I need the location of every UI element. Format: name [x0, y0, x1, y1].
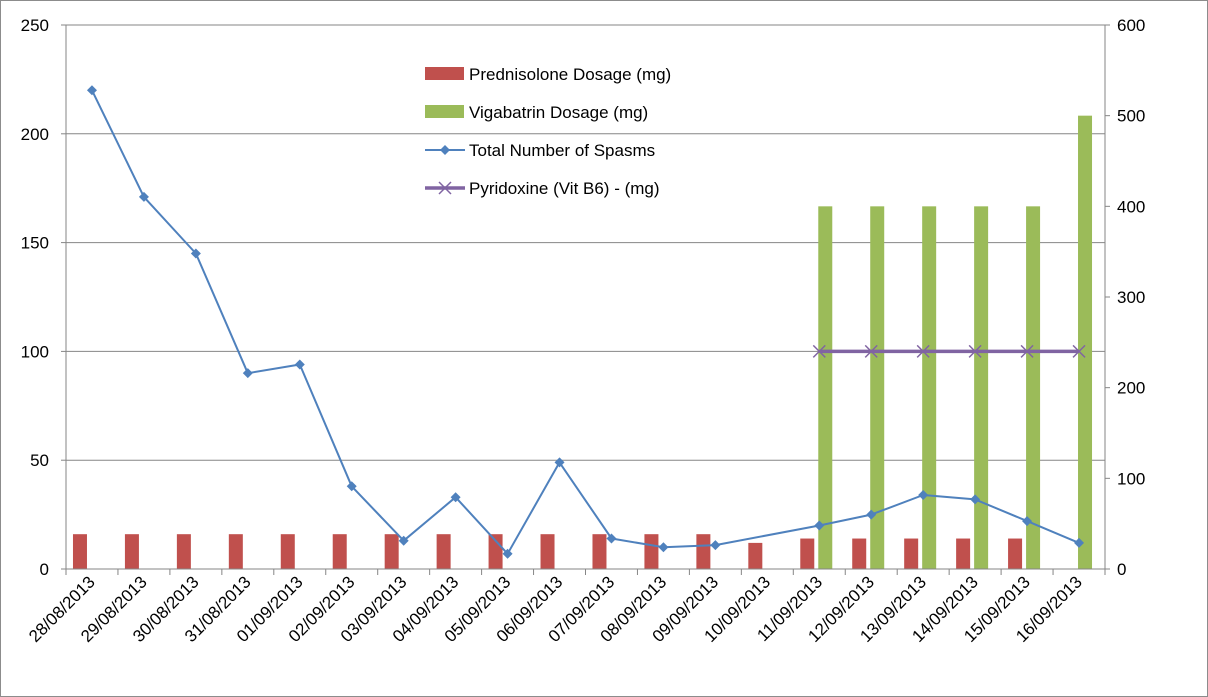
legend-item: Vigabatrin Dosage (mg) [425, 103, 648, 122]
line-point [658, 542, 669, 553]
bar [748, 542, 763, 569]
bar [436, 534, 451, 569]
bar [72, 534, 87, 569]
bar [1026, 206, 1041, 570]
bar [332, 534, 347, 569]
bar [228, 534, 243, 569]
line-point [190, 248, 201, 259]
line-point [138, 191, 149, 202]
legend-swatch [425, 67, 464, 80]
legend-item: Total Number of Spasms [425, 141, 655, 160]
line-point [814, 520, 825, 531]
y-right-tick-label: 500 [1117, 107, 1145, 126]
x-marker-stroke [1072, 344, 1086, 358]
legend-item: Pyridoxine (Vit B6) - (mg) [425, 179, 660, 198]
legend-item: Prednisolone Dosage (mg) [425, 65, 671, 84]
legend: Prednisolone Dosage (mg) Vigabatrin Dosag… [425, 65, 671, 198]
line-point [1072, 344, 1086, 358]
x-marker-stroke [864, 344, 878, 358]
x-tick-labels: 28/08/201329/08/201330/08/201331/08/2013… [25, 572, 1086, 646]
line-point [916, 344, 930, 358]
legend-marker [440, 145, 450, 155]
line-point [968, 344, 982, 358]
y-left-tick-label: 0 [40, 560, 49, 579]
legend-label: Prednisolone Dosage (mg) [469, 65, 671, 84]
line-point [710, 540, 721, 551]
bar [1078, 115, 1093, 570]
line-point [554, 457, 565, 468]
line-point [1020, 344, 1034, 358]
axes [61, 24, 1110, 575]
bar [1008, 538, 1023, 569]
line-point [346, 481, 357, 492]
y-right-tick-label: 600 [1117, 16, 1145, 35]
y-left-tick-label: 250 [21, 16, 49, 35]
y-right-tick-labels: 0 100 200 300 400 500 600 [1117, 16, 1145, 579]
bar [384, 534, 399, 569]
line-point [918, 490, 929, 501]
y-right-tick-label: 300 [1117, 288, 1145, 307]
y-right-tick-label: 0 [1117, 560, 1126, 579]
bar [124, 534, 139, 569]
bar [870, 206, 885, 570]
legend-label: Vigabatrin Dosage (mg) [469, 103, 648, 122]
line-point [294, 359, 305, 370]
bar [540, 534, 555, 569]
line-point [398, 535, 409, 546]
bar [974, 206, 989, 570]
line-point [1074, 537, 1085, 548]
line-point [242, 368, 253, 379]
y-right-tick-label: 100 [1117, 469, 1145, 488]
bar [644, 534, 659, 569]
bar [818, 206, 833, 570]
legend-label: Total Number of Spasms [469, 141, 655, 160]
bar [696, 534, 711, 569]
line-point [606, 533, 617, 544]
bar [904, 538, 919, 569]
gridlines [66, 24, 1105, 461]
line-point [812, 344, 826, 358]
y-right-tick-label: 200 [1117, 379, 1145, 398]
x-marker-stroke [1020, 344, 1034, 358]
line-point [864, 344, 878, 358]
line-point [86, 85, 97, 96]
x-marker-stroke [916, 344, 930, 358]
x-marker-stroke [812, 344, 826, 358]
legend-label: Pyridoxine (Vit B6) - (mg) [469, 179, 660, 198]
bar [956, 538, 971, 569]
line-point [970, 494, 981, 505]
series-lines [86, 85, 1086, 559]
y-left-tick-label: 200 [21, 125, 49, 144]
line-point [502, 548, 513, 559]
y-left-tick-label: 150 [21, 234, 49, 253]
y-left-tick-label: 100 [21, 342, 49, 361]
bar [592, 534, 607, 569]
bar [488, 534, 503, 569]
y-right-tick-label: 400 [1117, 197, 1145, 216]
bar [280, 534, 295, 569]
y-left-tick-label: 50 [30, 451, 49, 470]
bar [852, 538, 867, 569]
bar [176, 534, 191, 569]
legend-swatch [425, 105, 464, 118]
legend-marker [438, 181, 452, 195]
bars [72, 115, 1093, 570]
x-marker-stroke [968, 344, 982, 358]
line-point [450, 492, 461, 503]
bar [922, 206, 937, 570]
bar [800, 538, 815, 569]
y-left-tick-labels: 0 50 100 150 200 250 [21, 16, 49, 579]
